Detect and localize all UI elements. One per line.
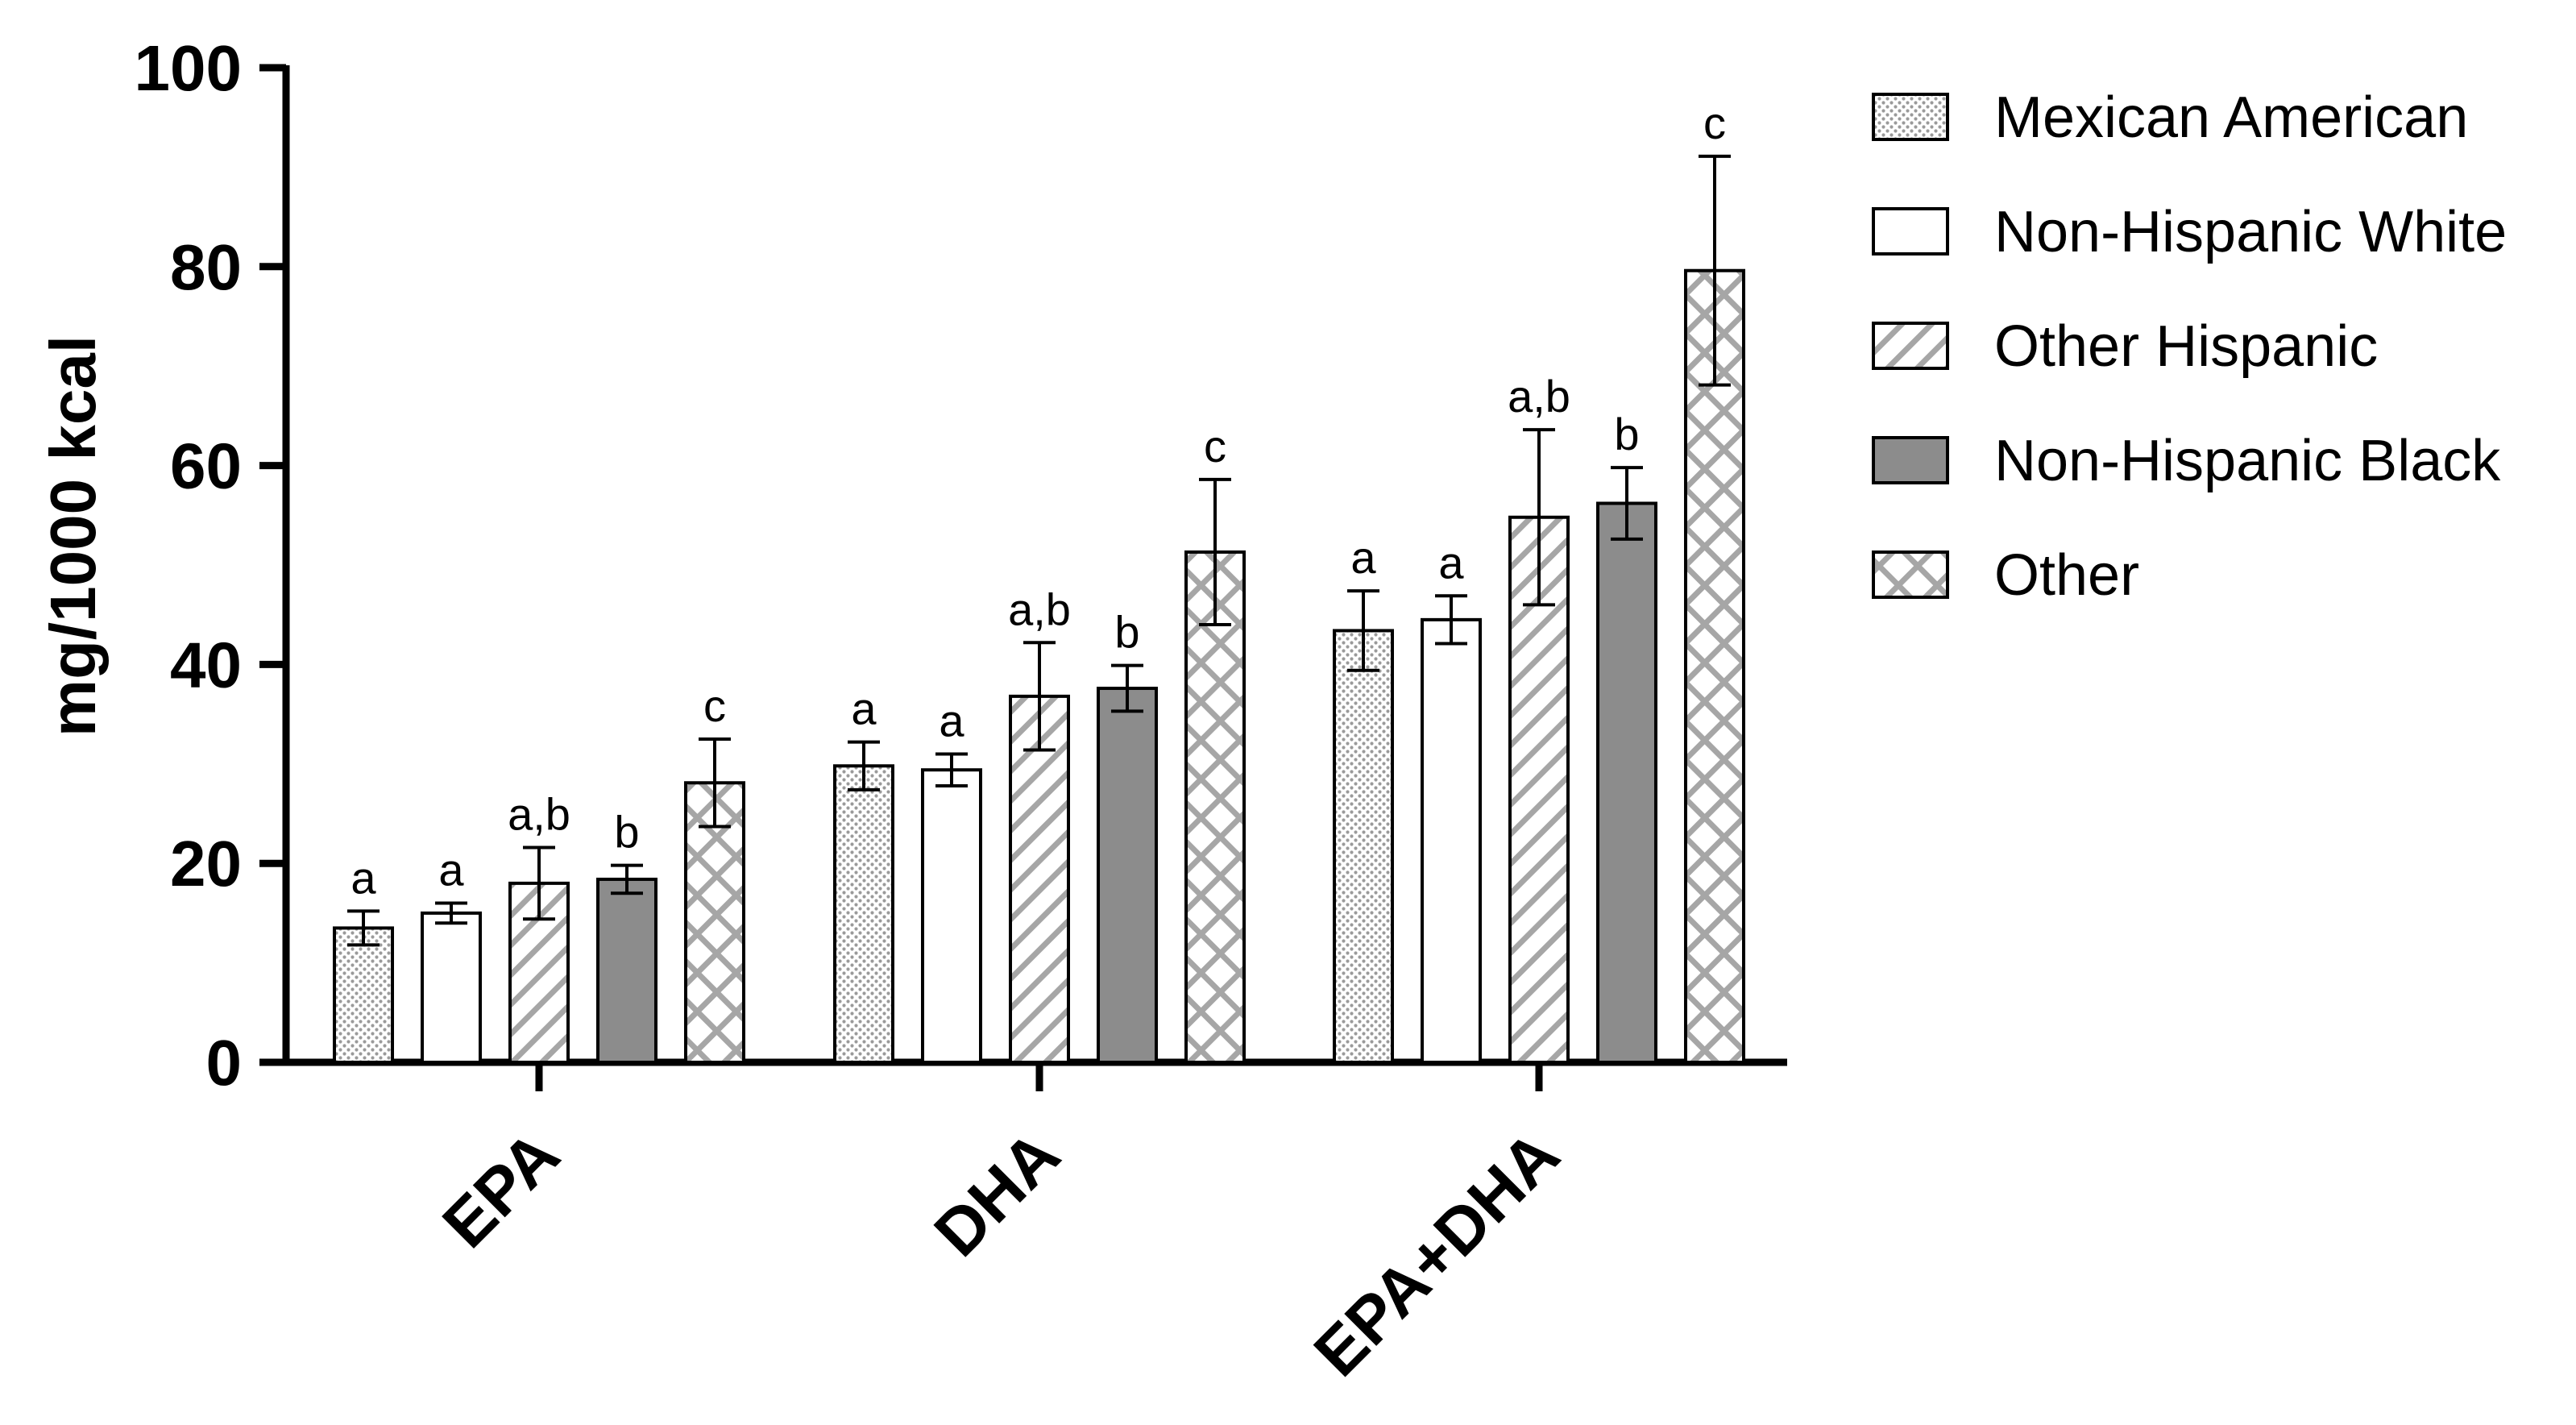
legend-label: Other Hispanic (1994, 314, 2378, 379)
significance-label: c (703, 680, 726, 731)
significance-label: a,b (1508, 371, 1570, 422)
bar (1596, 501, 1657, 1064)
significance-label: b (1114, 607, 1139, 658)
significance-label: a (1350, 532, 1376, 583)
y-tick-label: 20 (170, 828, 242, 899)
x-category-label: EPA+DHA (1300, 1117, 1574, 1390)
bar (1009, 694, 1070, 1064)
y-tick-label: 0 (206, 1027, 243, 1099)
bars-layer: a a a,b b c a a a,b b c a a a,b b c (333, 98, 1745, 1065)
significance-label: c (1703, 98, 1726, 148)
significance-label: a (351, 852, 376, 903)
legend-swatch (1872, 207, 1949, 256)
legend-label: Non-Hispanic White (1994, 200, 2507, 264)
legend-swatch (1872, 436, 1949, 484)
bar (1684, 268, 1745, 1064)
legend-swatch (1872, 550, 1949, 599)
x-category-label: DHA (921, 1117, 1074, 1270)
legend-swatch (1872, 93, 1949, 141)
bar (333, 926, 394, 1065)
legend-label: Non-Hispanic Black (1994, 429, 2501, 493)
significance-label: b (614, 807, 639, 858)
bar (684, 781, 745, 1064)
bar (833, 764, 894, 1064)
bar (1508, 515, 1570, 1064)
significance-label: b (1614, 409, 1639, 459)
bar (1421, 617, 1482, 1064)
significance-label: a (939, 695, 964, 746)
bar (1333, 629, 1394, 1064)
bar (1184, 550, 1246, 1064)
x-category-label: EPA (429, 1117, 573, 1261)
y-tick-label: 80 (170, 231, 242, 303)
significance-label: a (438, 845, 464, 895)
x-category-labels: EPA DHA EPA+DHA (429, 1117, 1573, 1390)
significance-label: a (1438, 537, 1464, 588)
significance-label: a,b (508, 788, 570, 839)
significance-label: a (851, 683, 877, 734)
significance-label: c (1204, 421, 1226, 472)
y-axis-title: mg/1000 kcal (37, 335, 109, 737)
y-tick-label: 40 (170, 629, 242, 700)
bar (421, 911, 482, 1065)
y-tick-label: 100 (135, 32, 242, 104)
legend: Mexican American Non-Hispanic White Other … (1872, 85, 2507, 608)
y-tick-label: 60 (170, 430, 242, 502)
bar (921, 768, 982, 1064)
legend-label: Mexican American (1994, 85, 2468, 150)
bar (1097, 687, 1158, 1064)
bar (596, 877, 657, 1064)
legend-label: Other (1994, 543, 2139, 608)
legend-swatch (1872, 322, 1949, 370)
significance-label: a,b (1008, 584, 1071, 634)
